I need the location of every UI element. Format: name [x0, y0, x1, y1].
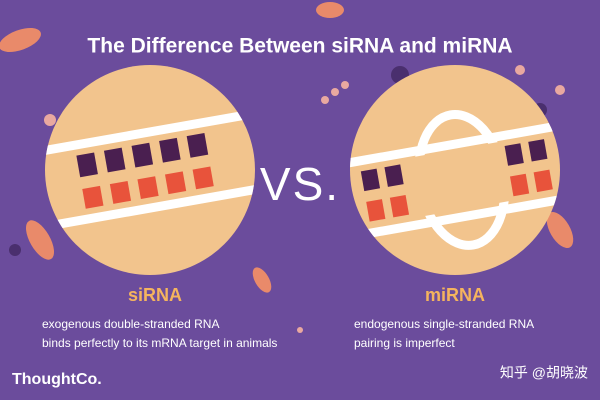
panel-line: pairing is imperfect	[354, 336, 455, 350]
vs-label: VS.	[260, 158, 340, 210]
panel-line: exogenous double-stranded RNA	[42, 317, 219, 331]
panel-line: binds perfectly to its mRNA target in an…	[42, 336, 277, 350]
watermark: 知乎 @胡晓波	[500, 365, 588, 381]
panel-label: miRNA	[425, 285, 485, 305]
panel-line: endogenous single-stranded RNA	[354, 317, 534, 331]
sirna-illustration	[28, 65, 272, 275]
logo: ThoughtCo.	[12, 371, 102, 388]
panel-label: siRNA	[128, 285, 182, 305]
title: The Difference Between siRNA and miRNA	[87, 35, 512, 58]
mirna-illustration	[333, 65, 577, 275]
